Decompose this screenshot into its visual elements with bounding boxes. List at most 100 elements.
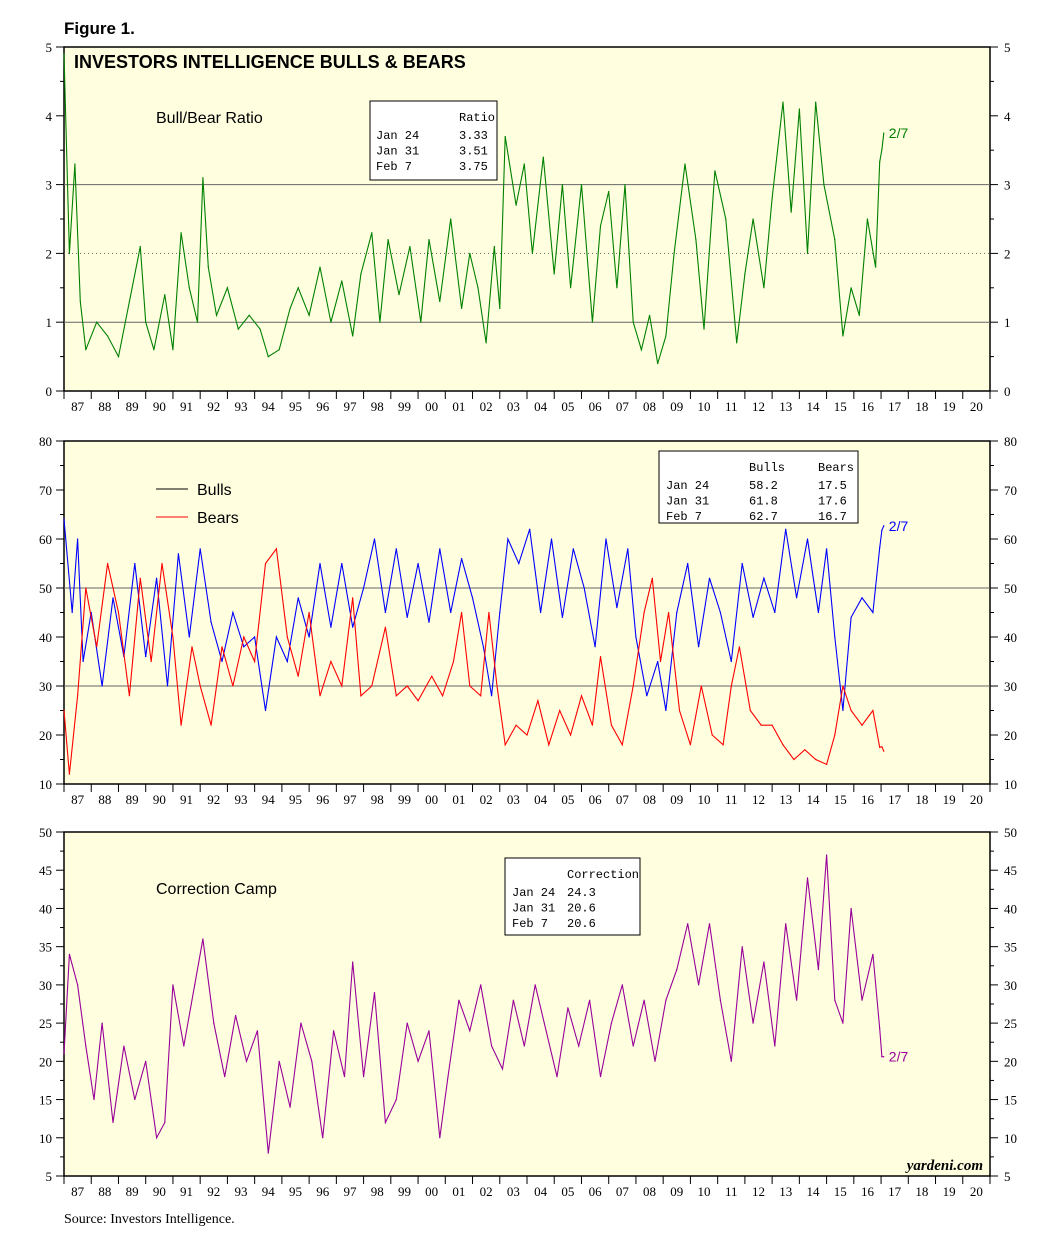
data-point xyxy=(406,616,408,619)
table-date: Jan 31 xyxy=(376,145,419,159)
data-point xyxy=(450,218,452,220)
y-tick-label-right: 30 xyxy=(1004,978,1017,993)
data-point xyxy=(420,321,422,323)
data-point xyxy=(319,562,321,565)
end-date-label: 2/7 xyxy=(889,518,909,534)
data-point xyxy=(817,969,820,971)
y-tick-label-right: 50 xyxy=(1004,581,1017,596)
x-tick-label: 15 xyxy=(834,1184,847,1199)
y-tick-label-right: 20 xyxy=(1004,728,1017,743)
data-point xyxy=(834,239,836,241)
data-point xyxy=(469,685,471,687)
data-point xyxy=(861,999,863,1001)
data-point xyxy=(537,700,539,702)
x-tick-label: 91 xyxy=(180,792,193,807)
data-point xyxy=(646,695,648,697)
data-point xyxy=(665,709,667,712)
data-point xyxy=(842,335,844,337)
data-point xyxy=(150,660,152,663)
data-point xyxy=(362,1076,365,1078)
data-point xyxy=(101,1022,103,1024)
data-point xyxy=(866,218,869,220)
table-value: 3.75 xyxy=(459,160,488,174)
data-point xyxy=(77,538,79,540)
data-point xyxy=(96,646,98,648)
y-tick-label-left: 0 xyxy=(46,384,53,399)
latest-values-table: Bulls Bears Jan 24 58.2 17.5 Jan 31 61.8 17.6 Fe… xyxy=(658,450,859,524)
data-point xyxy=(278,1060,280,1062)
data-point xyxy=(883,525,885,527)
data-point xyxy=(398,294,400,296)
x-tick-label: 20 xyxy=(970,1184,983,1199)
data-point xyxy=(730,1060,732,1062)
data-point xyxy=(164,1121,166,1124)
data-point xyxy=(191,646,193,648)
data-point xyxy=(183,1045,185,1047)
data-point xyxy=(452,660,455,663)
data-point xyxy=(202,938,204,940)
data-point xyxy=(112,1121,114,1124)
data-point xyxy=(68,773,71,775)
data-point xyxy=(226,287,229,289)
data-point xyxy=(232,611,234,614)
data-point xyxy=(384,611,386,614)
data-point xyxy=(605,538,607,540)
data-point xyxy=(883,1056,885,1058)
y-tick-label-right: 70 xyxy=(1004,483,1017,498)
y-tick-label-right: 1 xyxy=(1004,315,1011,330)
data-point xyxy=(180,724,182,726)
data-point xyxy=(428,1030,430,1032)
data-point xyxy=(665,999,667,1001)
table-value: 24.3 xyxy=(567,886,596,900)
data-point xyxy=(234,1014,237,1017)
x-tick-label: 97 xyxy=(343,399,357,414)
x-tick-label: 96 xyxy=(316,399,330,414)
data-point xyxy=(659,660,662,663)
data-point xyxy=(221,660,223,663)
data-point xyxy=(172,349,174,351)
data-point xyxy=(610,724,613,726)
data-point xyxy=(507,538,509,540)
y-tick-label-right: 0 xyxy=(1004,384,1011,399)
y-tick-label-right: 40 xyxy=(1004,901,1017,916)
data-point xyxy=(96,321,98,323)
x-tick-label: 05 xyxy=(561,1184,574,1199)
y-tick-label-right: 35 xyxy=(1004,940,1017,955)
data-point xyxy=(493,245,495,248)
data-point xyxy=(771,724,773,726)
data-point xyxy=(322,1137,324,1139)
data-point xyxy=(373,538,376,540)
data-point xyxy=(643,999,645,1001)
data-point xyxy=(499,307,501,310)
data-point xyxy=(825,548,828,550)
data-point xyxy=(668,611,670,614)
data-point xyxy=(793,758,795,761)
data-point xyxy=(439,548,441,550)
data-point xyxy=(798,108,800,110)
x-tick-label: 87 xyxy=(71,1184,85,1199)
data-point xyxy=(259,328,261,330)
data-point xyxy=(515,724,517,726)
x-tick-label: 16 xyxy=(861,399,875,414)
data-point xyxy=(738,646,741,648)
data-point xyxy=(373,991,376,994)
data-point xyxy=(68,252,71,254)
data-point xyxy=(823,184,825,186)
data-point xyxy=(834,999,836,1001)
data-point xyxy=(330,660,332,663)
data-point xyxy=(643,611,645,614)
data-point xyxy=(417,562,419,565)
data-point xyxy=(85,587,87,589)
x-tick-label: 06 xyxy=(589,399,603,414)
data-point xyxy=(431,675,433,677)
data-point xyxy=(881,148,883,151)
data-point xyxy=(278,349,280,351)
data-point xyxy=(815,758,817,761)
data-point xyxy=(648,314,651,316)
data-point xyxy=(371,685,373,687)
data-point xyxy=(815,101,817,103)
x-tick-label: 99 xyxy=(398,399,411,414)
x-tick-label: 14 xyxy=(806,1184,820,1199)
x-tick-label: 04 xyxy=(534,792,548,807)
data-point xyxy=(297,675,299,677)
